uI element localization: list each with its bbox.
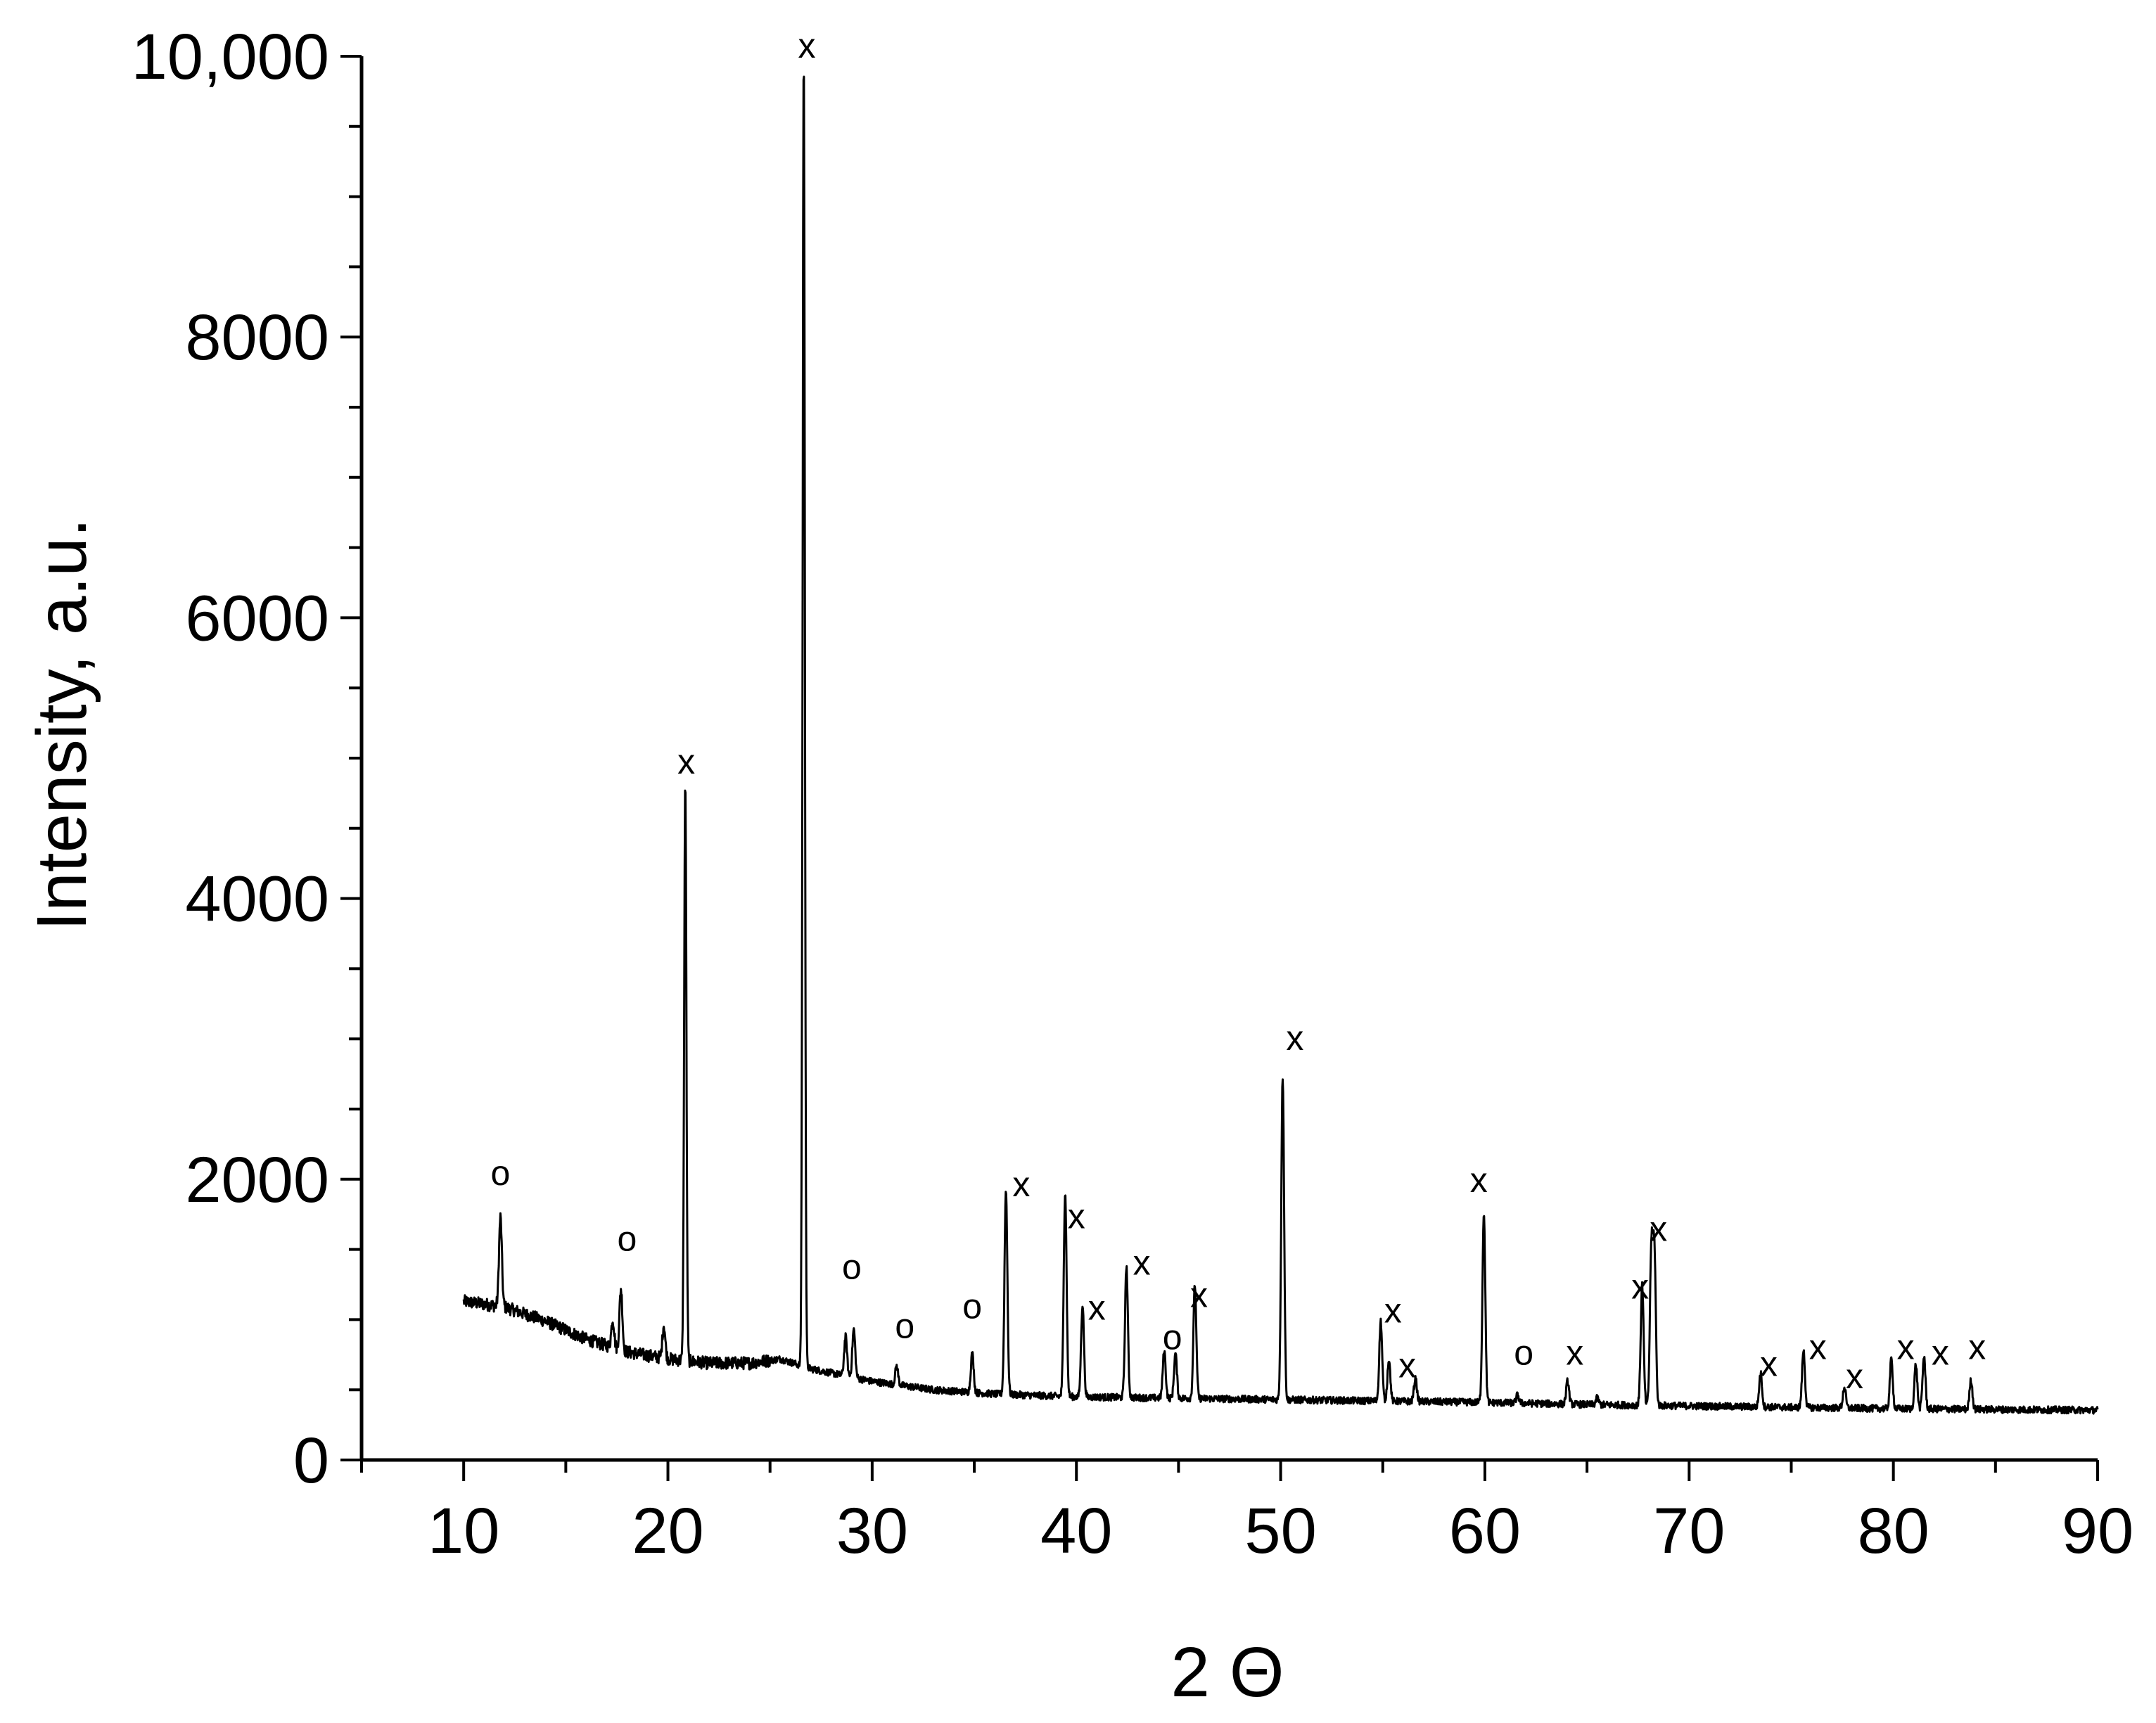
diffraction-pattern-line [462,75,2099,1415]
x-tick-label: 70 [1653,1495,1725,1567]
phase-marker-x: x [1286,1018,1303,1058]
phase-marker-x: x [1398,1345,1416,1385]
y-tick-label: 10,000 [132,21,329,93]
phase-marker-x: x [1650,1210,1667,1249]
phase-marker-x: x [1932,1333,1949,1372]
x-tick-label: 30 [836,1495,908,1567]
phase-marker-x: x [1809,1327,1827,1366]
phase-marker-x: x [1566,1333,1583,1372]
phase-marker-x: x [1068,1197,1085,1236]
phase-marker-x: x [1133,1243,1151,1283]
phase-marker-x: x [1968,1327,1986,1366]
phase-marker-o: o [491,1153,511,1193]
phase-marker-x: x [1846,1357,1863,1396]
phase-marker-o: o [1514,1333,1533,1372]
x-tick-label: 20 [632,1495,703,1567]
x-tick-label: 90 [2062,1495,2133,1567]
y-ticks [340,55,362,1461]
phase-marker-x: x [1088,1288,1106,1327]
y-tick-label: 0 [293,1425,329,1497]
phase-marker-o: o [895,1306,914,1345]
x-tick-label: 10 [428,1495,499,1567]
phase-marker-x: x [1190,1275,1208,1314]
phase-marker-x: x [1760,1344,1778,1383]
x-ticks [360,1460,2099,1481]
x-tick-label: 80 [1857,1495,1929,1567]
phase-marker-o: o [618,1219,637,1259]
x-tick-label: 60 [1449,1495,1521,1567]
phase-marker-o: o [842,1248,862,1287]
x-tick-label: 40 [1040,1495,1112,1567]
phase-marker-x: x [1470,1160,1488,1200]
phase-marker-x: x [1631,1267,1649,1306]
phase-marker-x: x [1012,1165,1030,1204]
phase-marker-x: x [1384,1290,1402,1330]
y-tick-label: 4000 [185,864,329,935]
phase-marker-o: o [1163,1317,1182,1357]
x-tick-labels: 10 20 30 40 50 60 70 80 90 [428,1495,2133,1567]
phase-marker-o: o [962,1286,982,1326]
phase-marker-x: x [677,742,695,781]
y-tick-label: 8000 [185,302,329,373]
y-axis-title: Intensity, a.u. [23,518,101,930]
phase-marker-x: x [1897,1327,1915,1366]
x-axis-title: 2 Θ [1171,1633,1284,1712]
y-tick-labels: 0 2000 4000 6000 8000 10,000 [132,21,329,1497]
x-tick-label: 50 [1244,1495,1316,1567]
y-tick-label: 2000 [185,1144,329,1216]
phase-marker-x: x [798,26,815,65]
y-tick-label: 6000 [185,582,329,654]
